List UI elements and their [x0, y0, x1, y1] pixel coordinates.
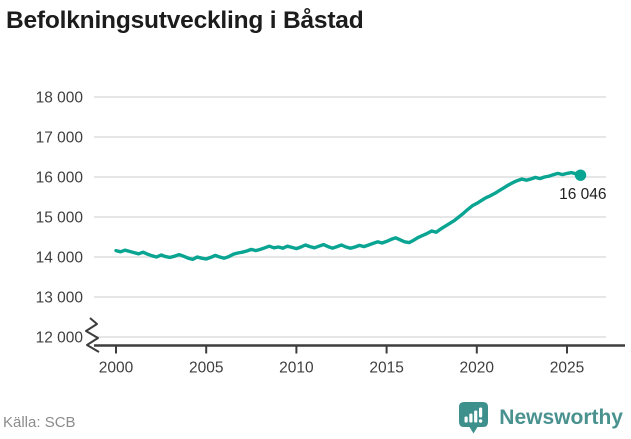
y-tick-label: 14 000 [36, 250, 84, 267]
y-tick-label: 12 000 [36, 330, 84, 347]
y-tick-label: 18 000 [36, 90, 84, 107]
chart-title: Befolkningsutveckling i Båstad [6, 7, 364, 34]
newsworthy-wordmark: Newsworthy [499, 406, 623, 429]
newsworthy-logo-link[interactable]: Newsworthy [457, 401, 623, 435]
x-tick-label: 2000 [99, 360, 134, 377]
y-tick-label: 13 000 [36, 290, 84, 307]
y-axis-break-mark [85, 317, 100, 353]
y-tick-label: 17 000 [36, 130, 84, 147]
logo-bar-tall [474, 410, 478, 423]
logo-bar-small [464, 416, 468, 423]
population-series-line [114, 170, 583, 262]
x-tick-label: 2020 [460, 360, 495, 377]
y-tick-label: 15 000 [36, 210, 84, 227]
newsworthy-chart-bubble-icon [459, 402, 489, 434]
source-note: Källa: SCB [3, 414, 76, 431]
y-tick-label: 16 000 [36, 170, 84, 187]
logo-exclamation-bar [479, 407, 483, 418]
x-tick-label: 2010 [279, 360, 314, 377]
x-tick-label: 2025 [550, 360, 584, 377]
x-tick-label: 2015 [369, 360, 403, 377]
latest-value-dot [574, 169, 587, 181]
x-tick-label: 2005 [189, 360, 223, 377]
logo-bar-medium [469, 413, 473, 423]
logo-exclamation-dot [479, 419, 483, 423]
population-line-chart: 12 000 13 000 14 000 15 000 16 000 17 000 18 0… [36, 90, 625, 377]
latest-value-label: 16 046 [559, 186, 606, 203]
